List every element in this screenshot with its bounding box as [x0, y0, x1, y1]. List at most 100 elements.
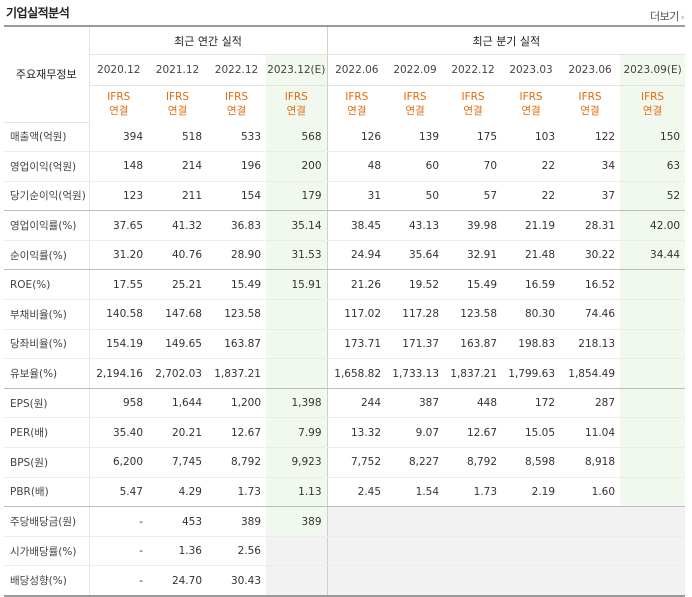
value-cell: 173.71: [326, 329, 387, 360]
value-cell: 22: [502, 181, 561, 212]
value-cell: 1,733.13: [386, 358, 445, 389]
row-label: 유보율(%): [4, 358, 90, 389]
value-cell: 8,792: [207, 447, 266, 478]
value-cell: 13.32: [326, 417, 387, 449]
value-cell: [620, 565, 686, 597]
value-cell: 50: [386, 181, 445, 212]
row-header-label: 주요재무정보: [4, 25, 90, 123]
quarter-group-header: 최근 분기 실적: [326, 25, 686, 55]
value-cell: 20.21: [148, 417, 207, 449]
value-cell: [444, 536, 503, 567]
value-cell: 2.56: [207, 536, 266, 567]
row-label: BPS(원): [4, 447, 90, 478]
value-cell: 21.48: [502, 240, 561, 271]
value-cell: 1.54: [386, 477, 445, 508]
basis-header: IFRS 연결: [148, 86, 207, 123]
basis-header: IFRS 연결: [89, 86, 148, 123]
value-cell: [560, 506, 621, 537]
value-cell: 389: [207, 506, 266, 537]
row-label: 부채비율(%): [4, 299, 90, 330]
section-title: 기업실적분석: [6, 6, 70, 20]
row-label: 배당성향(%): [4, 565, 90, 597]
value-cell: -: [89, 506, 148, 537]
table-row: 영업이익(억원) 148 214 196 200 48 60 70 22 34 63: [4, 151, 686, 182]
basis-standard: IFRS: [224, 91, 249, 103]
more-link[interactable]: 더보기 ›: [650, 8, 685, 24]
value-cell: 12.67: [207, 417, 266, 449]
table-row: ROE(%) 17.55 25.21 15.49 15.91 21.26 19.52 15.4…: [4, 269, 686, 301]
basis-standard: IFRS: [461, 91, 485, 103]
basis-header: IFRS 연결: [386, 86, 444, 123]
value-cell: 34.44: [620, 240, 686, 271]
basis-header: IFRS 연결: [266, 85, 328, 122]
value-cell: 218.13: [560, 329, 621, 360]
basis-consolidation: 연결: [167, 105, 188, 117]
row-label: 영업이익률(%): [4, 210, 90, 241]
basis-consolidation: 연결: [347, 105, 367, 117]
basis-consolidation: 연결: [405, 105, 425, 117]
basis-consolidation: 연결: [226, 105, 247, 117]
value-cell: 150: [620, 122, 686, 153]
value-cell: 6,200: [89, 447, 148, 478]
value-cell: [266, 329, 328, 360]
value-cell: 11.04: [560, 417, 621, 449]
value-cell: [502, 565, 561, 597]
row-label: 영업이익(억원): [4, 151, 90, 182]
value-cell: 200: [266, 151, 328, 182]
more-link-label: 더보기: [650, 10, 679, 23]
value-cell: [326, 506, 387, 537]
value-cell: 1,200: [207, 388, 266, 419]
value-cell: 7.99: [266, 417, 328, 449]
annual-group-header: 최근 연간 실적: [89, 25, 328, 55]
financial-table: 주요재무정보 최근 연간 실적 최근 분기 실적 2020.12 2021.12 2…: [4, 25, 686, 597]
row-label: 주당배당금(원): [4, 506, 90, 537]
value-cell: 36.83: [207, 210, 266, 241]
value-cell: 196: [207, 151, 266, 182]
value-cell: -: [89, 536, 148, 567]
value-cell: 34: [560, 151, 621, 182]
basis-consolidation: 연결: [286, 105, 306, 117]
value-cell: 175: [444, 122, 503, 153]
value-cell: 8,918: [560, 447, 621, 478]
table-row: 배당성향(%) -24.70 30.43: [4, 565, 686, 597]
value-cell: 31.53: [266, 240, 328, 271]
period-header: 2021.12: [148, 54, 207, 86]
value-cell: 35.40: [89, 417, 148, 449]
basis-standard: IFRS: [107, 91, 131, 103]
basis-consolidation: 연결: [463, 105, 483, 117]
value-cell: 1,644: [148, 388, 207, 419]
value-cell: 24.70: [148, 565, 207, 597]
basis-consolidation: 연결: [521, 105, 541, 117]
table-row: 순이익률(%) 31.20 40.76 28.90 31.53 24.94 35.64 32.…: [4, 240, 686, 271]
value-cell: 214: [148, 151, 207, 182]
value-cell: 2.19: [502, 477, 561, 508]
value-cell: 37.65: [89, 210, 148, 241]
value-cell: 103: [502, 122, 561, 153]
value-cell: [620, 388, 686, 419]
value-cell: 4.29: [148, 477, 207, 508]
value-cell: [620, 299, 686, 330]
basis-header: IFRS 연결: [502, 86, 560, 123]
value-cell: [266, 358, 328, 389]
period-header: 2023.06: [560, 54, 621, 86]
table-row: 매출액(억원) 394 518 533 568 126 139 175 103 122 150: [4, 122, 686, 153]
value-cell: 147.68: [148, 299, 207, 330]
value-cell: [266, 299, 328, 330]
basis-header: IFRS 연결: [326, 85, 387, 122]
value-cell: [386, 536, 445, 567]
value-cell: 15.49: [444, 269, 503, 301]
value-cell: 149.65: [148, 329, 207, 360]
value-cell: [620, 536, 686, 567]
value-cell: 123: [89, 181, 148, 212]
value-cell: 1,854.49: [560, 358, 621, 389]
period-header: 2022.09: [386, 54, 445, 86]
value-cell: 518: [148, 122, 207, 153]
value-cell: [326, 565, 387, 597]
value-cell: -: [89, 565, 148, 597]
value-cell: 389: [266, 506, 328, 537]
value-cell: 2,194.16: [89, 358, 148, 389]
table-row: 당기순이익(억원) 123 211 154 179 31 50 57 22 37 52: [4, 181, 686, 212]
value-cell: 387: [386, 388, 445, 419]
value-cell: [444, 506, 503, 537]
